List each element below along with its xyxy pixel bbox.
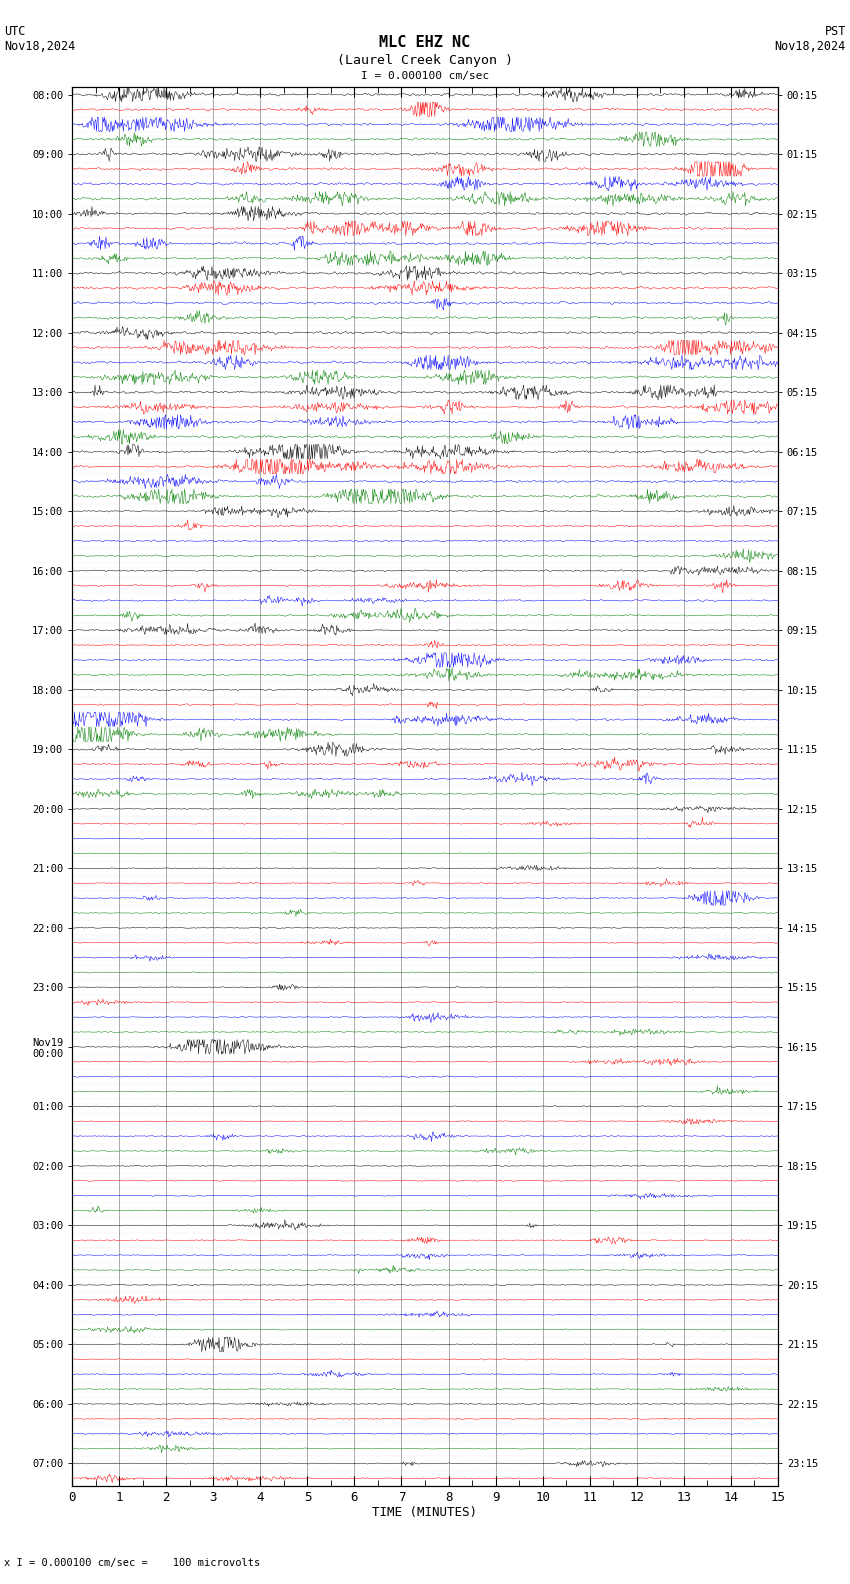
Text: MLC EHZ NC: MLC EHZ NC <box>379 35 471 49</box>
Text: (Laurel Creek Canyon ): (Laurel Creek Canyon ) <box>337 54 513 67</box>
Text: UTC: UTC <box>4 25 26 38</box>
Text: PST: PST <box>824 25 846 38</box>
Text: I = 0.000100 cm/sec: I = 0.000100 cm/sec <box>361 71 489 81</box>
Text: x I = 0.000100 cm/sec =    100 microvolts: x I = 0.000100 cm/sec = 100 microvolts <box>4 1559 260 1568</box>
Text: Nov18,2024: Nov18,2024 <box>774 40 846 52</box>
X-axis label: TIME (MINUTES): TIME (MINUTES) <box>372 1506 478 1519</box>
Text: Nov18,2024: Nov18,2024 <box>4 40 76 52</box>
